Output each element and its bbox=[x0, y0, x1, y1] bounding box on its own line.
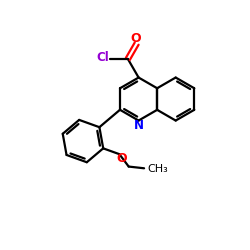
Text: Cl: Cl bbox=[96, 51, 109, 64]
Text: O: O bbox=[130, 32, 141, 45]
Text: O: O bbox=[116, 152, 127, 165]
Text: CH₃: CH₃ bbox=[147, 164, 168, 174]
Text: N: N bbox=[134, 119, 143, 132]
